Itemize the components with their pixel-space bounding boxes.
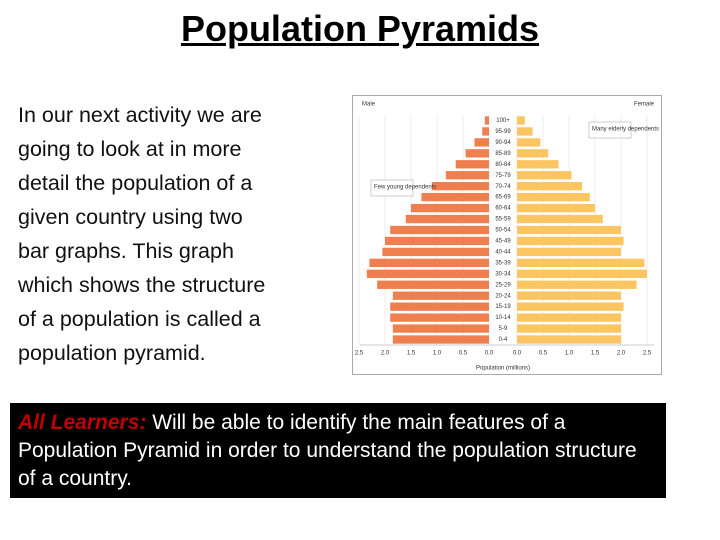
bar	[517, 324, 621, 333]
x-tick-label: 1.0	[565, 351, 574, 357]
intro-text: In our next activity we are going to look…	[18, 98, 265, 370]
bar	[517, 269, 647, 278]
intro-line: going to look at in more	[18, 137, 242, 161]
intro-line: detail the population of a	[18, 171, 253, 195]
bar	[517, 149, 549, 158]
intro-line: of a population is called a	[18, 307, 261, 331]
slide-title: Population Pyramids	[180, 8, 540, 49]
bar	[517, 116, 525, 125]
y-tick-label: 0-4	[499, 337, 508, 343]
bar	[392, 291, 489, 300]
bar	[517, 236, 624, 246]
x-tick-label: 0.0	[485, 351, 494, 357]
bar	[517, 171, 572, 180]
left-label: Male	[362, 102, 376, 108]
bar	[517, 302, 624, 311]
y-tick-label: 40-44	[495, 249, 511, 255]
bar	[517, 160, 559, 169]
y-tick-label: 10-14	[495, 315, 511, 321]
bar	[369, 258, 489, 268]
objective-text: Will be able to identify the main featur…	[18, 411, 637, 490]
bar	[455, 160, 489, 169]
bar	[445, 171, 489, 180]
bar	[517, 225, 621, 235]
y-tick-label: 80-84	[495, 162, 511, 168]
bar	[405, 214, 489, 224]
intro-line: given country using two	[18, 205, 243, 229]
y-tick-label: 50-54	[495, 228, 511, 234]
bar	[482, 127, 489, 136]
bar	[517, 291, 621, 300]
annotation-box	[588, 121, 632, 139]
y-tick-label: 95-99	[495, 129, 511, 135]
bar	[385, 236, 489, 246]
bar	[390, 225, 489, 235]
bar	[517, 182, 582, 191]
y-tick-label: 15-19	[495, 304, 511, 310]
x-tick-label: 0.5	[459, 351, 468, 357]
chart: Male Female Population (millions) 2.5 2.0…	[352, 95, 662, 375]
y-tick-label: 45-49	[495, 239, 511, 245]
y-tick-label: 75-79	[495, 173, 511, 179]
bar	[474, 138, 489, 147]
objective-label: All Learners:	[18, 411, 147, 434]
bar	[366, 269, 489, 278]
bar	[421, 192, 489, 202]
bar	[517, 258, 645, 268]
y-tick-label: 30-34	[495, 271, 511, 277]
y-tick-label: 65-69	[495, 195, 511, 201]
bar	[431, 182, 489, 191]
annotation: Few young dependents	[374, 185, 436, 191]
x-tick-label: 2.0	[617, 351, 626, 357]
y-tick-label: 60-64	[495, 206, 511, 212]
bar	[517, 280, 637, 289]
intro-line: population pyramid.	[18, 341, 206, 365]
bar	[517, 203, 595, 213]
bar	[390, 313, 489, 322]
bar	[517, 127, 533, 136]
y-tick-label: 25-29	[495, 282, 511, 288]
annotation: Many elderly dependents	[592, 127, 659, 133]
bar	[517, 335, 621, 344]
x-tick-label: 2.5	[643, 351, 652, 357]
objective-box: All Learners: Will be able to identify t…	[10, 403, 666, 498]
bar	[517, 214, 603, 224]
x-tick-label: 1.5	[591, 351, 600, 357]
y-tick-label: 20-24	[495, 293, 511, 299]
bar	[517, 313, 621, 322]
bar	[377, 280, 489, 289]
bar	[484, 116, 489, 125]
y-tick-label: 35-39	[495, 260, 511, 266]
intro-line: which shows the structure	[18, 273, 266, 297]
right-label: Female	[634, 102, 655, 108]
bar	[411, 203, 489, 213]
x-tick-label: 1.0	[433, 351, 442, 357]
x-tick-label: 2.0	[381, 351, 390, 357]
y-tick-label: 70-74	[495, 184, 511, 190]
bar	[465, 149, 489, 158]
y-tick-label: 100+	[496, 118, 510, 124]
bar	[392, 335, 489, 344]
x-tick-label: 0.5	[539, 351, 548, 357]
bar	[517, 138, 541, 147]
bar	[392, 324, 489, 333]
x-tick-label: 0.0	[513, 351, 522, 357]
x-tick-label: 2.5	[355, 351, 364, 357]
y-tick-label: 90-94	[495, 140, 511, 146]
x-axis-title: Population (millions)	[476, 366, 530, 372]
bar	[517, 192, 590, 202]
y-tick-label: 85-89	[495, 151, 511, 157]
bar	[390, 302, 489, 311]
annotation-box	[370, 179, 414, 197]
x-tick-label: 1.5	[407, 351, 416, 357]
bar	[517, 247, 621, 257]
y-tick-label: 55-59	[495, 217, 511, 223]
intro-line: bar graphs. This graph	[18, 239, 234, 263]
intro-line: In our next activity we are	[18, 103, 262, 127]
bar	[382, 247, 489, 257]
y-tick-label: 5-9	[499, 326, 508, 332]
